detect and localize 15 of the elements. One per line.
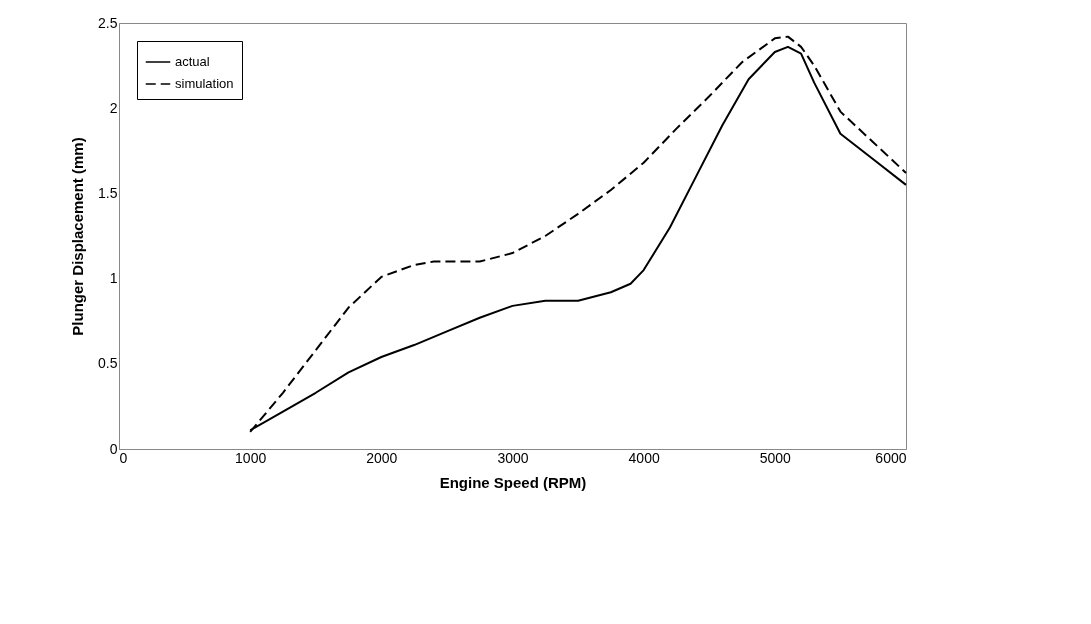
x-axis-title: Engine Speed (RPM)	[439, 473, 587, 491]
x-tick-label: 4000	[628, 449, 660, 466]
y-tick-label: 1.5	[98, 184, 118, 201]
y-tick-label: 1	[109, 270, 118, 287]
x-tick-label: 5000	[759, 449, 792, 466]
y-tick-label: 2.5	[98, 14, 118, 31]
x-tick-label: 6000	[875, 449, 907, 466]
legend-label: actual	[175, 54, 210, 69]
y-axis-title: Plunger Displacement (mm)	[69, 137, 87, 336]
x-tick-label: 1000	[235, 449, 267, 466]
legend-label: simulation	[175, 76, 234, 91]
y-tick-label: 0.5	[98, 355, 118, 372]
x-tick-label: 2000	[366, 449, 398, 466]
x-tick-label: 3000	[497, 449, 529, 466]
y-tick-label: 2	[109, 99, 118, 116]
